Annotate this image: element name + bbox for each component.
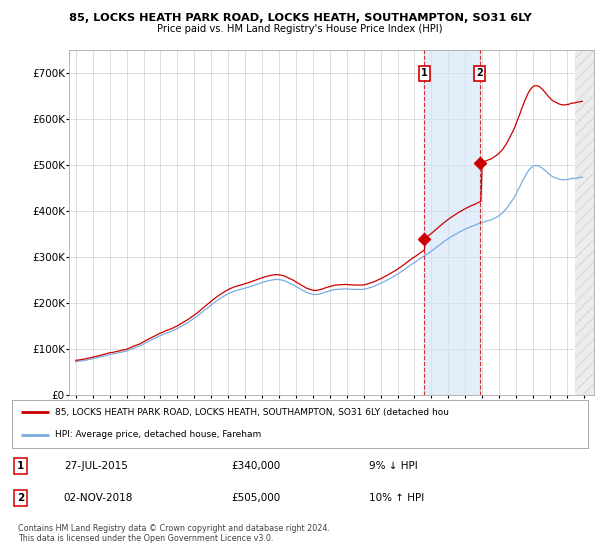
Text: 1: 1 bbox=[17, 461, 24, 471]
Bar bbox=[424, 50, 479, 395]
Text: 1: 1 bbox=[421, 68, 428, 78]
Text: 85, LOCKS HEATH PARK ROAD, LOCKS HEATH, SOUTHAMPTON, SO31 6LY: 85, LOCKS HEATH PARK ROAD, LOCKS HEATH, … bbox=[68, 13, 532, 23]
Text: Price paid vs. HM Land Registry's House Price Index (HPI): Price paid vs. HM Land Registry's House … bbox=[157, 24, 443, 34]
Text: £505,000: £505,000 bbox=[231, 493, 280, 503]
Text: £340,000: £340,000 bbox=[231, 461, 280, 471]
Text: HPI: Average price, detached house, Fareham: HPI: Average price, detached house, Fare… bbox=[55, 430, 262, 439]
Bar bbox=[575, 50, 600, 395]
Text: 27-JUL-2015: 27-JUL-2015 bbox=[64, 461, 128, 471]
Bar bbox=[575, 50, 600, 395]
Text: 02-NOV-2018: 02-NOV-2018 bbox=[64, 493, 133, 503]
Text: 2: 2 bbox=[476, 68, 483, 78]
Text: 9% ↓ HPI: 9% ↓ HPI bbox=[369, 461, 418, 471]
Text: 85, LOCKS HEATH PARK ROAD, LOCKS HEATH, SOUTHAMPTON, SO31 6LY (detached hou: 85, LOCKS HEATH PARK ROAD, LOCKS HEATH, … bbox=[55, 408, 449, 417]
Text: 10% ↑ HPI: 10% ↑ HPI bbox=[369, 493, 424, 503]
Text: 2: 2 bbox=[17, 493, 24, 503]
Text: Contains HM Land Registry data © Crown copyright and database right 2024.
This d: Contains HM Land Registry data © Crown c… bbox=[18, 524, 330, 543]
